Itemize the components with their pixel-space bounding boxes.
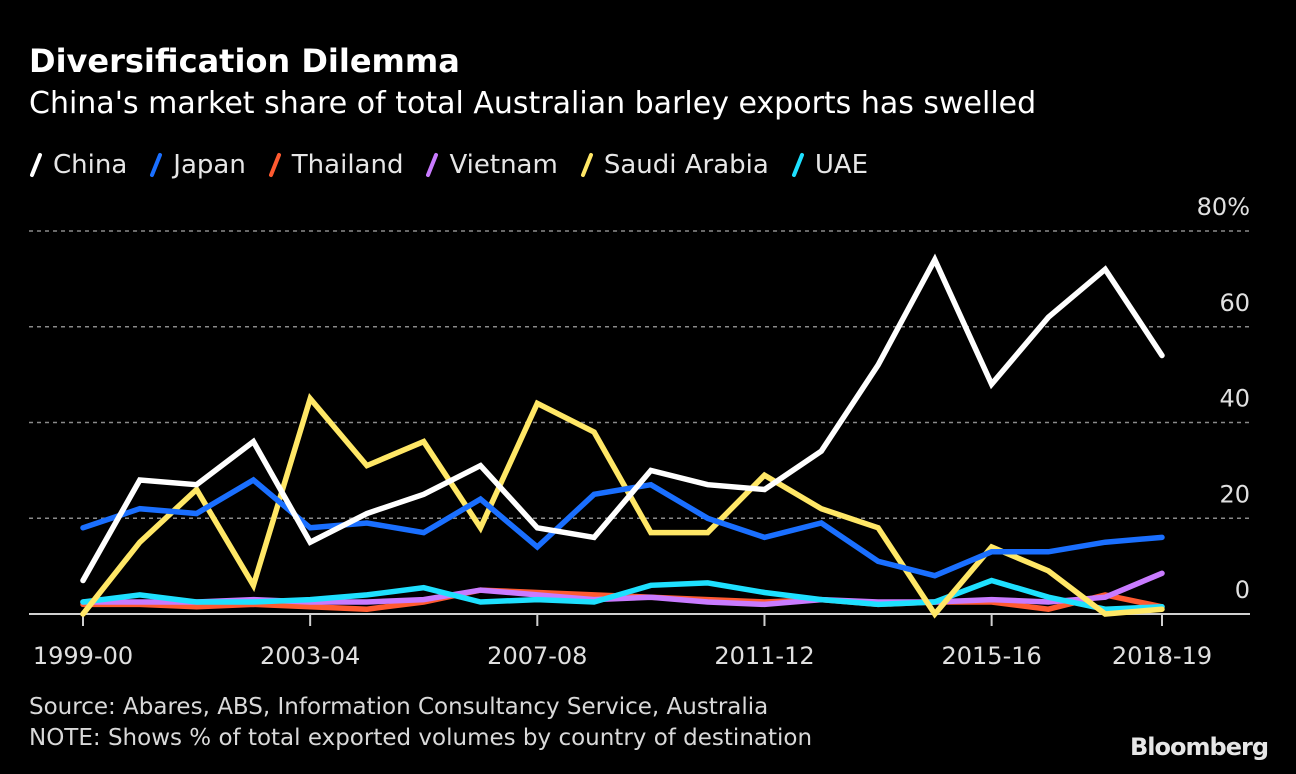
legend-swatch [268, 153, 281, 177]
x-tick-label: 2011-12 [714, 642, 814, 670]
legend-item-saudi-arabia: Saudi Arabia [580, 150, 769, 180]
legend-label: Vietnam [449, 150, 558, 180]
y-tick-label: 60 [1219, 289, 1250, 317]
gridlines [29, 230, 1250, 519]
chart-subtitle: China's market share of total Australian… [29, 86, 1037, 121]
methodology-note: NOTE: Shows % of total exported volumes … [29, 725, 813, 751]
source-note: Source: Abares, ABS, Information Consult… [29, 694, 769, 720]
legend-label: Japan [173, 150, 246, 180]
x-tick-label: 2015-16 [941, 642, 1041, 670]
y-axis: 0 20 40 60 80% [1197, 193, 1250, 604]
x-tick-label: 2003-04 [260, 642, 360, 670]
chart-title: Diversification Dilemma [29, 42, 460, 80]
legend-swatch [30, 153, 42, 177]
legend-swatch [150, 153, 163, 177]
legend-item-thailand: Thailand [268, 150, 404, 180]
legend-item-japan: Japan [149, 150, 246, 180]
legend-label: China [53, 150, 128, 180]
x-tick-label: 2007-08 [487, 642, 587, 670]
legend-swatch [426, 153, 439, 177]
legend-item-uae: UAE [791, 150, 868, 180]
y-tick-label: 20 [1219, 480, 1250, 508]
y-tick-label: 0 [1235, 576, 1250, 604]
footer: Source: Abares, ABS, Information Consult… [29, 692, 812, 754]
legend-label: Thailand [291, 150, 404, 180]
legend-label: UAE [814, 150, 869, 180]
y-tick-label: 40 [1219, 385, 1250, 413]
series-line-japan [80, 476, 1165, 579]
series-line-china [80, 253, 1165, 584]
y-tick-label: 80% [1197, 193, 1250, 221]
legend-swatch [791, 153, 804, 177]
legend-item-china: China [29, 150, 127, 180]
legend-item-vietnam: Vietnam [425, 150, 558, 180]
legend-swatch [580, 153, 593, 177]
x-axis: 1999-00 2003-04 2007-08 2011-12 2015-16 2018-… [29, 613, 1250, 670]
legend-label: Saudi Arabia [603, 150, 769, 180]
x-tick-label: 2018-19 [1112, 642, 1212, 670]
legend: China Japan Thailand Vietnam Saudi Arabia UAE [29, 150, 890, 180]
series-line-uae [80, 577, 1165, 612]
x-tick-label: 1999-00 [33, 642, 133, 670]
bloomberg-logo: Bloomberg [1130, 733, 1269, 761]
series-lines [80, 253, 1165, 619]
